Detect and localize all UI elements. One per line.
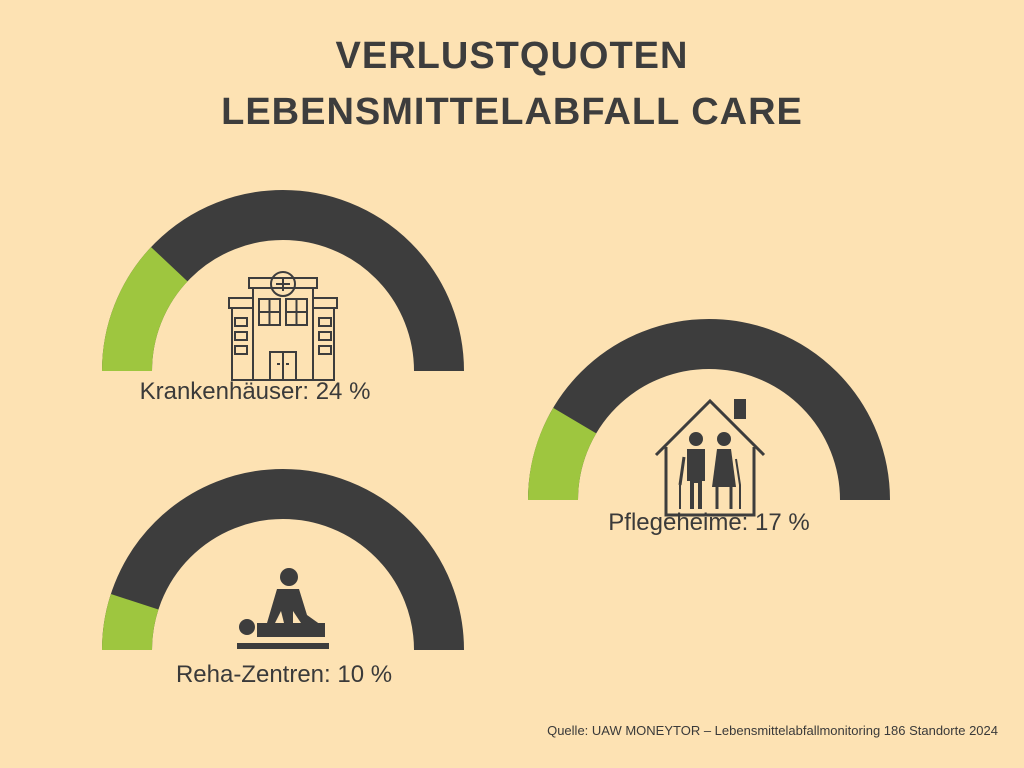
gauge-svg-reha-zentren [102, 469, 464, 651]
gauge-track [528, 319, 890, 501]
gauge-label-krankenhaeuser: Krankenhäuser: 24 % [139, 378, 371, 405]
gauge-value-arc [102, 247, 188, 372]
chart-title: VERLUSTQUOTEN LEBENSMITTELABFALL CARE [0, 28, 1024, 140]
hospital-icon [228, 271, 338, 381]
gauge-track [102, 469, 464, 651]
gauge-pflegeheime: Pflegeheime: 17 % [528, 319, 890, 536]
title-line-2: LEBENSMITTELABFALL CARE [221, 91, 803, 133]
gauge-label-pflegeheime: Pflegeheime: 17 % [608, 509, 810, 536]
gauge-label-reha-zentren: Reha-Zentren: 10 % [175, 661, 393, 688]
gauge-value-arc [528, 407, 597, 501]
gauge-krankenhaeuser: Krankenhäuser: 24 % [102, 190, 464, 405]
gauge-svg-pflegeheime [528, 319, 890, 517]
title-line-1: VERLUSTQUOTEN [335, 35, 689, 77]
physiotherapy-icon [237, 568, 329, 649]
gauge-svg-krankenhaeuser [102, 190, 464, 381]
gauge-reha-zentren: Reha-Zentren: 10 % [102, 469, 464, 688]
gauge-value-arc [102, 594, 159, 651]
source-note: Quelle: UAW MONEYTOR – Lebensmittelabfal… [547, 723, 998, 738]
elderly-home-icon [654, 398, 766, 517]
